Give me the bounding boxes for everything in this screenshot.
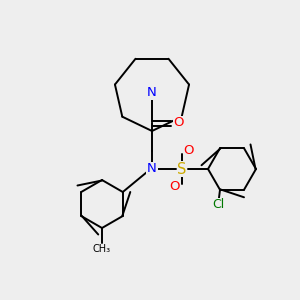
Text: O: O xyxy=(170,181,180,194)
Text: Cl: Cl xyxy=(212,198,224,211)
Text: O: O xyxy=(174,116,184,130)
Text: S: S xyxy=(177,161,187,176)
Text: N: N xyxy=(147,163,157,176)
Text: N: N xyxy=(147,86,157,100)
Text: O: O xyxy=(184,145,194,158)
Text: CH₃: CH₃ xyxy=(93,244,111,254)
